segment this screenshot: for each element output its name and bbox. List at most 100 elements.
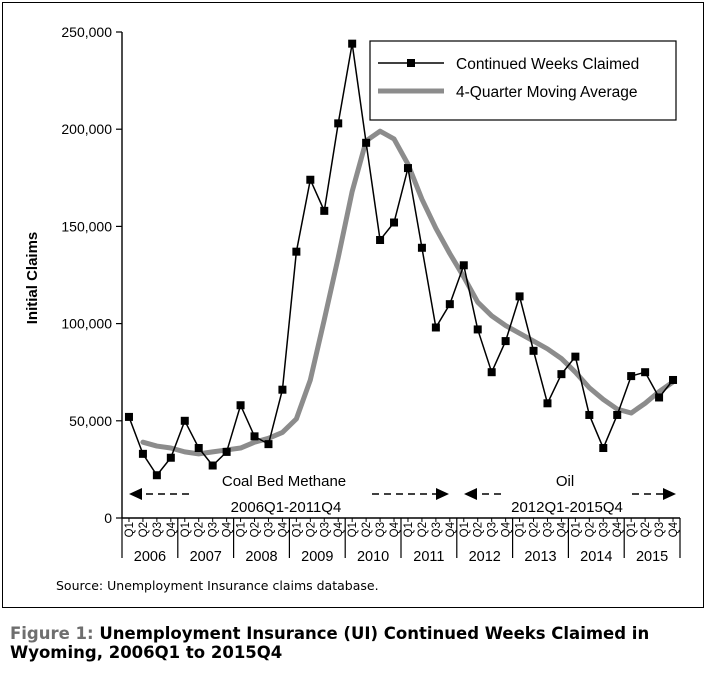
y-axis-label: Initial Claims <box>24 232 41 325</box>
x-tick-label: Q1 <box>291 522 303 537</box>
claims-point <box>627 372 636 381</box>
x-tick-label: Q2 <box>473 522 485 537</box>
x-tick-label: Q3 <box>152 522 164 537</box>
x-tick-label: Q2 <box>529 522 541 537</box>
year-label: 2014 <box>580 549 612 565</box>
x-tick-label: Q4 <box>222 521 234 537</box>
x-tick-label: Q2 <box>194 522 206 537</box>
series-continued-weeks-claimed <box>124 39 678 480</box>
year-label: 2015 <box>636 549 668 565</box>
claims-point <box>501 337 510 346</box>
claims-point <box>320 206 329 215</box>
claims-point <box>138 449 147 458</box>
claims-point <box>557 370 566 379</box>
claims-point <box>208 461 217 470</box>
claims-point <box>376 236 385 245</box>
x-tick-label: Q3 <box>487 522 499 537</box>
x-tick-label: Q3 <box>431 522 443 537</box>
year-label: 2006 <box>134 549 166 565</box>
year-label: 2010 <box>357 549 389 565</box>
claims-point <box>194 444 203 453</box>
x-tick-label: Q4 <box>612 521 624 537</box>
claims-point <box>334 119 343 128</box>
x-tick-label: Q1 <box>570 522 582 537</box>
moving-average-line <box>140 128 676 457</box>
coal-period-arrow <box>129 488 449 500</box>
series-moving-average <box>140 128 676 457</box>
year-label: 2007 <box>190 549 222 565</box>
claims-point <box>236 401 245 410</box>
claims-point <box>403 164 412 173</box>
legend-box <box>369 40 677 121</box>
x-tick-label: Q2 <box>417 522 429 537</box>
claims-point <box>529 346 538 355</box>
claims-point <box>306 175 315 184</box>
claims-point <box>543 399 552 408</box>
claims-point <box>222 447 231 456</box>
x-tick-label: Q4 <box>389 521 401 537</box>
claims-point <box>362 138 371 147</box>
claims-point <box>292 247 301 256</box>
x-tick-label: Q3 <box>375 522 387 537</box>
x-tick-label: Q1 <box>124 522 136 537</box>
x-tick-label: Q4 <box>501 521 513 537</box>
claims-point <box>515 292 524 301</box>
claims-point <box>641 368 650 377</box>
legend: Continued Weeks Claimed 4-Quarter Moving… <box>369 40 677 121</box>
y-tick-label: 150,000 <box>61 218 112 234</box>
oil-period-arrow <box>464 488 676 500</box>
x-tick-label: Q1 <box>347 522 359 537</box>
claims-point <box>459 261 468 270</box>
claims-point <box>599 444 608 453</box>
y-tick-label: 250,000 <box>61 24 112 40</box>
claims-point <box>669 375 678 384</box>
x-tick-label: Q4 <box>333 521 345 537</box>
x-tick-label: Q1 <box>515 522 527 537</box>
year-label: 2009 <box>301 549 333 565</box>
oil-period-range: 2012Q1-2015Q4 <box>511 499 623 516</box>
x-tick-label: Q4 <box>166 521 178 537</box>
claims-point <box>124 412 133 421</box>
legend-ma-label: 4-Quarter Moving Average <box>456 84 638 101</box>
y-tick-label: 0 <box>104 510 112 526</box>
claims-point <box>278 385 287 394</box>
figure-frame <box>2 2 704 608</box>
x-tick-label: Q4 <box>277 521 289 537</box>
figure-title: Unemployment Insurance (UI) Continued We… <box>10 624 650 662</box>
legend-claims-label: Continued Weeks Claimed <box>456 56 639 73</box>
year-label: 2012 <box>469 549 501 565</box>
claims-point <box>348 39 357 48</box>
x-tick-label: Q2 <box>250 522 262 537</box>
legend-claims-marker <box>407 59 415 67</box>
coal-period-range: 2006Q1-2011Q4 <box>231 499 342 516</box>
x-tick-label: Q1 <box>180 522 192 537</box>
x-tick-label: Q1 <box>403 522 415 537</box>
claims-point <box>655 393 664 402</box>
claims-point <box>585 410 594 419</box>
claims-point <box>166 453 175 462</box>
y-axis-ticks: 0 50,000 100,000 150,000 200,000 250,000 <box>61 24 122 526</box>
claims-line <box>128 43 674 477</box>
coal-period-label: Coal Bed Methane <box>222 473 346 490</box>
x-tick-label: Q4 <box>445 521 457 537</box>
figure-caption: Figure 1: Unemployment Insurance (UI) Co… <box>10 624 700 662</box>
x-tick-label: Q2 <box>584 522 596 537</box>
x-tick-label: Q4 <box>668 521 680 537</box>
claims-point <box>417 243 426 252</box>
x-tick-label: Q3 <box>263 522 275 537</box>
claims-point <box>473 325 482 334</box>
x-tick-label: Q1 <box>626 522 638 537</box>
year-label: 2008 <box>245 549 277 565</box>
year-label: 2011 <box>413 549 444 565</box>
claims-point <box>390 218 399 227</box>
figure-label: Figure 1: <box>10 624 94 643</box>
claims-point <box>445 300 454 309</box>
x-tick-label: Q2 <box>305 522 317 537</box>
x-axis-ticks: Q1 Q2 Q3 Q4 Q1 Q2 Q3 Q4 Q1 Q2 Q3 Q4 Q1 Q2 Q3 Q4 Q1 Q2 Q3 Q4… <box>121 518 681 565</box>
claims-point <box>613 410 622 419</box>
y-tick-label: 200,000 <box>61 121 112 137</box>
y-tick-label: 100,000 <box>61 316 112 332</box>
claims-point <box>250 432 259 441</box>
y-tick-label: 50,000 <box>69 413 112 429</box>
